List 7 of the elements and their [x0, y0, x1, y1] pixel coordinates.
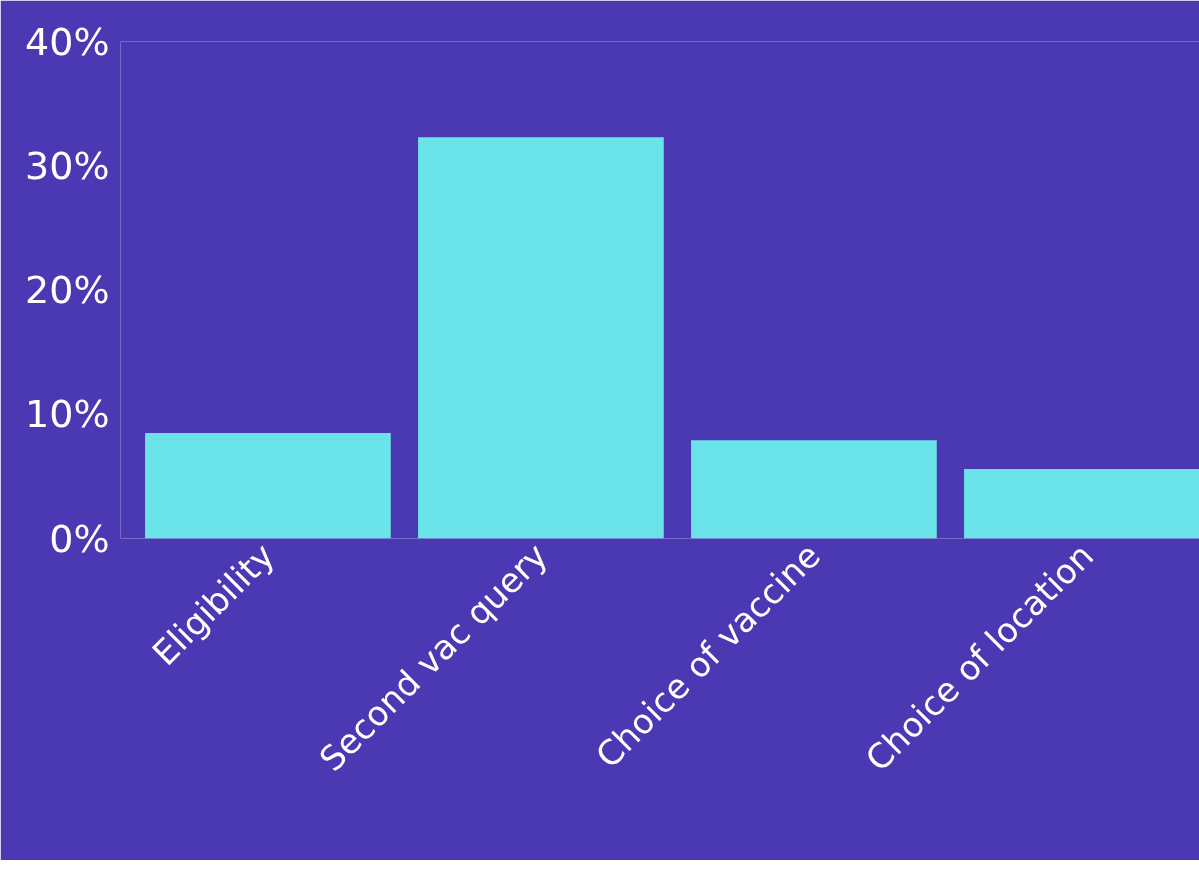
- y-tick-label: 20%: [25, 268, 110, 312]
- bar: [418, 137, 664, 539]
- y-tick-label: 30%: [25, 143, 110, 188]
- y-tick-label: 40%: [25, 19, 110, 64]
- y-tick-label: 10%: [25, 392, 110, 437]
- bar: [145, 432, 391, 539]
- y-tick-label: 0%: [49, 516, 110, 561]
